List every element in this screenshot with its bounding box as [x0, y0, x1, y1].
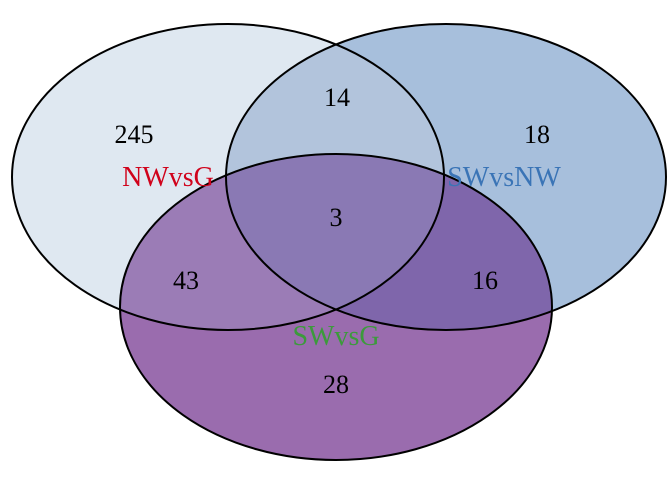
count-swvsnw-only: 18	[524, 120, 550, 149]
count-swvsnw-swvsg: 16	[472, 266, 498, 295]
set-nwvsg-outline	[11, 23, 445, 331]
set-label-nwvsg: NWvsG	[122, 162, 214, 193]
count-all-three: 3	[330, 203, 343, 232]
set-swvsnw-outline	[225, 23, 667, 331]
set-label-swvsg: SWvsG	[292, 321, 379, 352]
count-nwvsg-swvsg: 43	[173, 266, 199, 295]
count-swvsg-only: 28	[323, 370, 349, 399]
count-nwvsg-only: 245	[115, 120, 154, 149]
count-nwvsg-swvsnw: 14	[324, 83, 350, 112]
set-label-swvsnw: SWvsNW	[447, 162, 561, 193]
set-swvsg-outline	[119, 153, 553, 461]
